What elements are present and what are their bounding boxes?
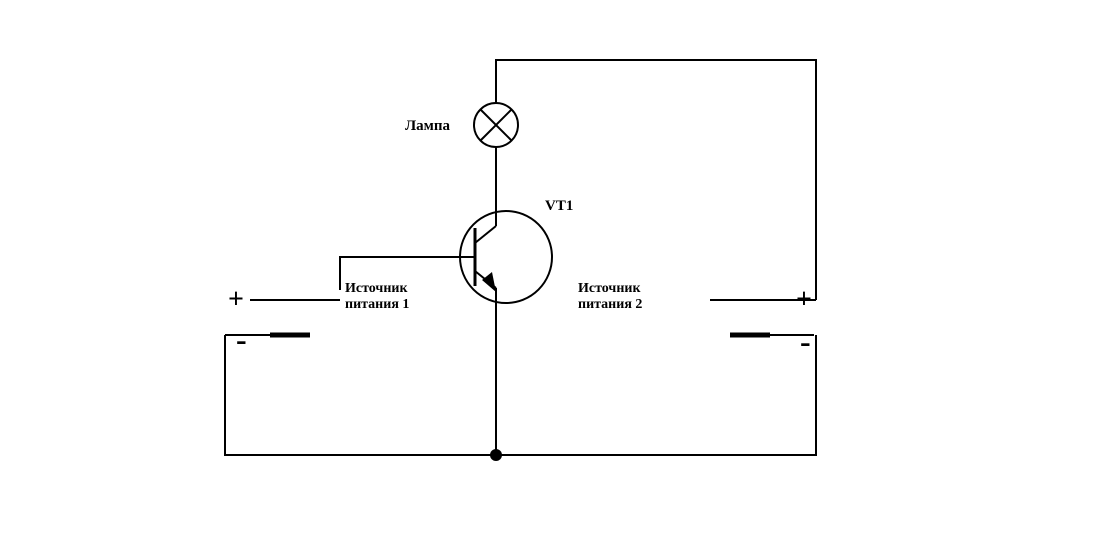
batt1-plus-sign: +	[228, 284, 244, 315]
wire-batt2-to-junction	[496, 340, 816, 455]
source1-label-line1: Источник	[345, 281, 408, 296]
batt2-plus-sign: +	[796, 284, 812, 315]
junction-node	[490, 449, 502, 461]
source2-label-line2: питания 2	[578, 297, 642, 312]
source2-label-line1: Источник	[578, 281, 641, 296]
circuit-diagram: Лампа VT1 Источник питания 1 Источник пи…	[0, 0, 1105, 535]
emitter-arrow	[482, 272, 496, 292]
wire-lamp-to-right	[496, 60, 816, 300]
transistor-symbol	[460, 211, 552, 303]
lamp-label: Лампа	[405, 118, 451, 134]
transistor-label: VT1	[545, 198, 573, 214]
wires	[225, 60, 816, 455]
wire-batt1-to-junction	[225, 340, 496, 455]
batt2-minus-sign: -	[800, 323, 811, 359]
source1-label-line2: питания 1	[345, 297, 409, 312]
lamp-symbol	[474, 103, 518, 147]
batt1-minus-sign: -	[236, 321, 247, 357]
